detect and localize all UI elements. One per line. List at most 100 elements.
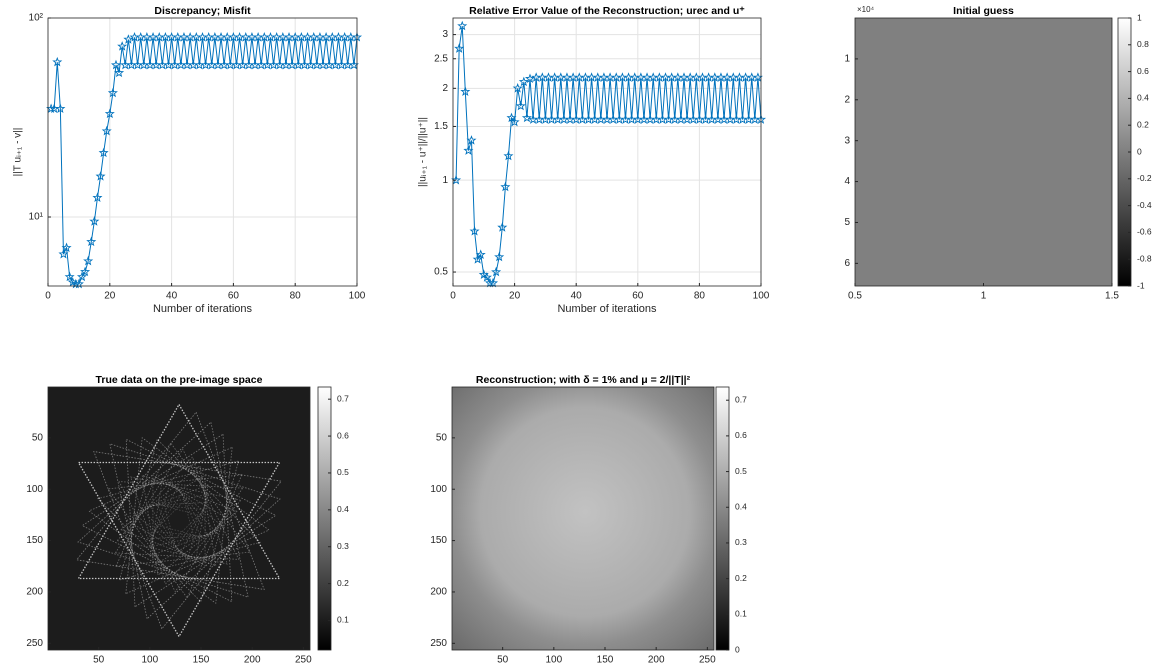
axes-box [452, 17, 762, 287]
x-axis-label: Number of iterations [153, 303, 253, 315]
star-stroke [130, 476, 242, 585]
plot-area [48, 18, 357, 286]
x-tick-label: 0 [450, 291, 456, 302]
star-marker [503, 150, 514, 161]
star-marker [61, 242, 72, 253]
series-line [51, 37, 358, 285]
star-marker [506, 112, 517, 123]
y-tick-label: 150 [430, 535, 447, 546]
y-tick-label: 1 [442, 175, 448, 186]
y-tick-label: 200 [26, 587, 43, 598]
colorbar [715, 386, 730, 651]
star-stroke [152, 474, 233, 567]
y-axis-label: ||uᵢ₊₁ - u⁺||/||u⁺|| [418, 117, 429, 187]
x-tick-label: 0.5 [848, 291, 862, 302]
reconstruction-image [452, 387, 714, 650]
x-tick-label: 60 [228, 291, 240, 302]
star-marker [114, 67, 125, 78]
colorbar-tick-label: 0 [735, 644, 740, 654]
star-stroke [77, 403, 281, 580]
star-marker [92, 192, 103, 202]
star-stroke [149, 481, 218, 548]
y-tick-label: 200 [430, 587, 447, 598]
star-marker [110, 59, 121, 70]
x-tick-label: 20 [509, 291, 521, 302]
axes-box [47, 386, 311, 651]
colorbar-tick-label: 0.6 [735, 430, 747, 440]
star-stroke [109, 443, 281, 620]
star-stroke [115, 442, 251, 567]
star-marker [117, 41, 128, 51]
colorbar-tick-label: -0.6 [1137, 227, 1152, 237]
star-stroke [158, 500, 194, 536]
x-tick-label: 250 [295, 655, 312, 666]
star-marker [80, 266, 91, 277]
star-stroke [93, 450, 283, 630]
star-stroke [156, 504, 205, 548]
star-marker [457, 20, 468, 31]
colorbar-tick-label: 0.1 [337, 615, 349, 625]
colorbar-tick-label: 0.2 [337, 578, 349, 588]
y-tick-label: 1.5 [434, 121, 448, 132]
star-marker [454, 43, 465, 53]
star-stroke [164, 505, 200, 541]
y-tick-label: 2 [844, 94, 850, 105]
x-tick-label: 0 [45, 291, 51, 302]
star-stroke [149, 476, 226, 557]
x-tick-label: 100 [349, 291, 366, 302]
y-tick-label: 10² [29, 13, 44, 24]
colorbar-tick-label: 0.3 [735, 537, 747, 547]
x-tick-label: 40 [571, 291, 583, 302]
x-tick-label: 60 [632, 291, 644, 302]
star-marker [488, 277, 499, 288]
star-marker [58, 248, 69, 259]
chart-title: Relative Error Value of the Reconstructi… [469, 5, 745, 17]
x-tick-label: 50 [497, 655, 509, 666]
star-marker [512, 83, 523, 93]
colorbar-tick-label: 0.7 [337, 393, 349, 403]
colorbar-tick-label: 1 [1137, 12, 1142, 22]
y-tick-label: 150 [26, 535, 43, 546]
colorbar [317, 386, 332, 651]
y-tick-label: 4 [844, 176, 850, 187]
star-marker [524, 73, 536, 84]
y-tick-label: 50 [32, 432, 44, 443]
y-tick-label: 100 [26, 484, 43, 495]
star-marker [509, 116, 520, 127]
y-tick-label: 10¹ [29, 212, 44, 223]
colorbar-tick-label: 0.5 [337, 467, 349, 477]
star-marker [515, 100, 526, 111]
y-exponent: ×10⁴ [857, 5, 875, 14]
y-tick-label: 2.5 [434, 53, 448, 64]
x-axis-label: Number of iterations [557, 303, 657, 315]
plot-area [453, 18, 761, 286]
star-marker [98, 147, 109, 158]
colorbar-tick-label: 0.4 [735, 502, 747, 512]
star-stroke [140, 493, 209, 560]
y-tick-label: 3 [442, 29, 448, 40]
chart-title: True data on the pre-image space [96, 374, 263, 386]
y-tick-label: 250 [430, 638, 447, 649]
colorbar-tick-label: -0.2 [1137, 173, 1152, 183]
star-marker [83, 255, 94, 266]
colorbar-tick-label: 0.1 [735, 609, 747, 619]
colorbar-tick-label: 0.5 [735, 466, 747, 476]
star-stroke [77, 461, 281, 638]
colorbar-tick-label: 0.2 [735, 573, 747, 583]
star-marker [463, 145, 474, 155]
star-marker [52, 56, 63, 67]
star-marker [472, 254, 483, 264]
x-tick-label: 250 [699, 655, 716, 666]
star-marker [86, 236, 97, 247]
x-tick-label: 20 [104, 291, 116, 302]
star-stroke [97, 460, 240, 603]
star-marker [500, 181, 511, 192]
axes-box [47, 17, 358, 287]
chart-title: Initial guess [953, 5, 1014, 17]
star-marker [55, 103, 66, 113]
star-marker [123, 34, 134, 44]
star-marker [104, 108, 115, 119]
y-tick-label: 2 [442, 83, 448, 94]
star-marker [518, 76, 529, 87]
